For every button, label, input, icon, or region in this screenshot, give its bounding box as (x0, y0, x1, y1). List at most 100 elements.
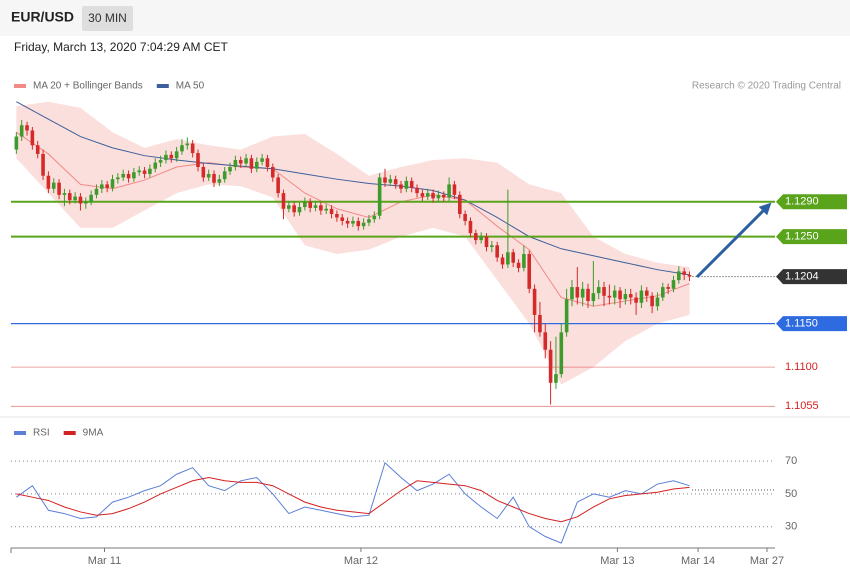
candle-body (543, 332, 548, 350)
moving-average (16, 101, 690, 276)
candle-body (319, 205, 323, 211)
x-tick-label: Mar 12 (344, 555, 378, 567)
candle-body (612, 290, 617, 298)
candle-body (356, 220, 361, 227)
x-tick-label: Mar 13 (600, 555, 634, 567)
y-tick-label: 30 (785, 521, 797, 533)
candle-body (372, 215, 377, 220)
bollinger-band (16, 101, 690, 385)
candle-body (158, 160, 163, 163)
candle-body (19, 125, 24, 137)
candle-body (303, 201, 307, 208)
candle-body (324, 208, 329, 211)
forecast-arrow (695, 202, 772, 279)
level-label: 1.1055 (785, 400, 819, 412)
candle-body (83, 201, 88, 204)
candle-body (335, 213, 339, 218)
legend-label: MA 20 + Bollinger Bands (33, 81, 143, 92)
candle-body (650, 295, 654, 307)
candle-body (538, 314, 542, 333)
candle-body (522, 254, 526, 268)
candle-body (244, 158, 248, 164)
candle-body (201, 167, 206, 178)
candle-body (484, 236, 489, 248)
interval[interactable]: 30 MIN (88, 11, 127, 25)
candle-body (671, 280, 676, 289)
level-tag (776, 194, 847, 210)
candle-body (281, 193, 286, 209)
candle-body (506, 252, 510, 265)
candle-body (634, 297, 638, 303)
candle-body (457, 194, 462, 214)
candle-body (431, 193, 435, 199)
candle-body (644, 290, 649, 296)
indicator-line (16, 461, 690, 544)
candle-body (591, 293, 596, 302)
candle-body (628, 294, 633, 298)
candle-body (388, 179, 393, 183)
candle-body (393, 179, 398, 185)
candle-body (132, 172, 136, 179)
candle-body (190, 143, 195, 154)
candle-body (623, 294, 628, 300)
candle-body (682, 271, 686, 275)
candle-body (238, 160, 243, 164)
candle-body (367, 219, 371, 223)
candle-body (30, 130, 35, 146)
candle-body (564, 299, 569, 333)
candle-body (655, 297, 660, 307)
candle-body (185, 143, 190, 146)
candle-body (126, 173, 131, 179)
candle-body (308, 201, 312, 208)
legend-swatch (63, 431, 76, 435)
x-tick-label: Mar 27 (750, 555, 784, 567)
candle-body (468, 220, 473, 234)
candle-body (532, 288, 537, 315)
interval-badge[interactable] (82, 6, 133, 31)
candle-body (661, 287, 665, 298)
candle-body (94, 188, 99, 195)
candle-body (575, 287, 580, 298)
symbol: EUR/USD (11, 9, 74, 25)
candle-body (313, 205, 318, 208)
candle-body (511, 252, 516, 263)
candle-body (265, 158, 270, 168)
header-bar (0, 0, 850, 36)
candle-body (607, 295, 612, 298)
indicator-line (16, 476, 690, 523)
candle-body (474, 233, 478, 241)
x-tick-label: Mar 14 (681, 555, 715, 567)
candle-body (169, 154, 174, 159)
candle-body (57, 182, 61, 195)
candle-body (495, 245, 499, 258)
legend-swatch (14, 84, 26, 88)
candle-body (174, 151, 179, 159)
candle-body (345, 220, 350, 224)
candle-body (35, 145, 40, 154)
candle-body (110, 179, 115, 188)
level-label: 1.1100 (785, 361, 818, 373)
candle-body (559, 332, 564, 375)
y-tick-label: 50 (785, 488, 797, 500)
candle-body (62, 193, 67, 195)
candle-body (554, 374, 558, 383)
candle-body (14, 136, 19, 150)
candle-body (116, 177, 120, 180)
candle-body (677, 271, 681, 281)
candle-body (153, 162, 158, 169)
candle-body (383, 177, 387, 183)
credit: Research © 2020 Trading Central (692, 81, 841, 92)
level-tag (776, 229, 847, 245)
candle-body (516, 262, 521, 268)
candle-body (270, 167, 275, 178)
candle-body (105, 184, 109, 188)
candle-body (276, 177, 280, 194)
candle-body (452, 184, 457, 195)
level-label: 1.1250 (785, 231, 819, 243)
candle-body (618, 290, 622, 300)
candle-body (233, 160, 238, 168)
candle-body (67, 193, 72, 201)
candle-body (329, 208, 334, 214)
candle-body (548, 349, 553, 383)
